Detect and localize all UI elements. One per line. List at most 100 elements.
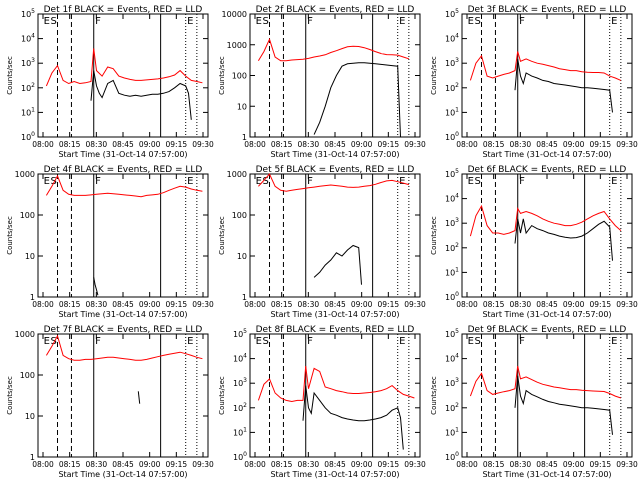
y-tick-label: 105	[233, 328, 247, 339]
y-axis-label: Counts/sec	[218, 216, 226, 255]
marker-label: E	[468, 176, 474, 187]
y-tick-label: 100	[445, 451, 459, 462]
lld-series-line	[257, 365, 415, 403]
x-tick-label: 09:30	[616, 300, 638, 309]
x-tick-label: 09:15	[590, 140, 612, 149]
detector-panel: Det 2f BLACK = Events, RED = LLD 1 10 100 10…	[218, 5, 426, 159]
y-axis-label: Counts/sec	[430, 376, 438, 415]
y-tick-label: 103	[445, 377, 459, 388]
y-tick-label: 1000	[15, 170, 35, 179]
x-tick-label: 08:30	[510, 140, 532, 149]
plot-frame	[249, 173, 421, 298]
y-tick-label: 100	[445, 131, 459, 142]
x-tick-label: 08:45	[324, 460, 346, 469]
x-tick-label: 08:30	[86, 460, 108, 469]
y-tick-label: 10	[25, 412, 35, 421]
x-tick-label: 08:00	[244, 460, 266, 469]
marker-label: E	[611, 16, 617, 27]
x-tick-label: 09:00	[139, 460, 161, 469]
marker-label: F	[307, 336, 313, 347]
marker-label: E	[256, 176, 262, 187]
marker-label: E	[187, 16, 193, 27]
x-tick-label: 08:00	[32, 460, 54, 469]
panel-title: Det 6f BLACK = Events, RED = LLD	[468, 165, 627, 175]
x-tick-label: 09:30	[404, 140, 426, 149]
x-tick-label: 09:00	[139, 140, 161, 149]
marker-label: F	[95, 176, 101, 187]
events-series-line	[313, 62, 401, 138]
y-tick-label: 100	[233, 451, 247, 462]
marker-label: E	[256, 336, 262, 347]
x-axis-label: Start Time (31-Oct-14 07:57:00)	[482, 470, 611, 479]
y-tick-label: 102	[445, 242, 459, 253]
marker-label: E	[399, 16, 405, 27]
x-tick-label: 08:45	[112, 300, 134, 309]
x-axis-label: Start Time (31-Oct-14 07:57:00)	[58, 150, 187, 159]
x-tick-label: 08:30	[510, 300, 532, 309]
y-tick-label: 1000	[227, 170, 247, 179]
y-axis-label: Counts/sec	[430, 56, 438, 95]
y-tick-label: 105	[21, 8, 35, 19]
y-tick-label: 104	[445, 33, 459, 44]
events-series-line	[514, 375, 613, 435]
events-series-line	[514, 58, 613, 113]
marker-label: E	[468, 16, 474, 27]
marker-label: F	[95, 16, 101, 27]
x-tick-label: 08:15	[271, 460, 293, 469]
y-tick-label: 104	[233, 353, 247, 364]
marker-label: S	[475, 176, 481, 187]
x-axis-label: Start Time (31-Oct-14 07:57:00)	[270, 470, 399, 479]
y-axis-label: Counts/sec	[430, 216, 438, 255]
y-tick-label: 101	[21, 106, 35, 117]
x-tick-label: 09:30	[616, 460, 638, 469]
y-tick-label: 104	[445, 353, 459, 364]
lld-series-line	[469, 365, 622, 399]
detector-panel: Det 1f BLACK = Events, RED = LLD 100 101 10…	[6, 5, 214, 159]
panel-title: Det 7f BLACK = Events, RED = LLD	[44, 325, 203, 335]
x-tick-label: 08:30	[298, 460, 320, 469]
marker-label: E	[256, 16, 262, 27]
x-tick-label: 09:15	[378, 460, 400, 469]
detector-panel: Det 7f BLACK = Events, RED = LLD 1 10 100 10…	[6, 325, 214, 479]
x-tick-label: 08:45	[112, 460, 134, 469]
events-series-line	[90, 70, 192, 120]
marker-label: E	[611, 336, 617, 347]
lld-series-line	[45, 334, 203, 361]
marker-label: F	[95, 336, 101, 347]
x-tick-label: 08:00	[456, 140, 478, 149]
marker-label: S	[263, 16, 269, 27]
y-tick-label: 100	[232, 211, 247, 220]
lld-series-line	[469, 51, 622, 81]
plot-frame	[249, 333, 421, 458]
x-tick-label: 08:30	[510, 460, 532, 469]
x-tick-label: 08:30	[298, 140, 320, 149]
y-tick-label: 10	[25, 252, 35, 261]
x-tick-label: 09:15	[590, 300, 612, 309]
y-axis-label: Counts/sec	[6, 216, 14, 255]
y-tick-label: 102	[445, 82, 459, 93]
x-tick-label: 09:15	[166, 300, 188, 309]
x-tick-label: 08:45	[536, 140, 558, 149]
x-tick-label: 08:00	[456, 300, 478, 309]
marker-label: S	[263, 176, 269, 187]
x-tick-label: 08:30	[86, 140, 108, 149]
panel-title: Det 4f BLACK = Events, RED = LLD	[44, 165, 203, 175]
x-tick-label: 08:15	[483, 140, 505, 149]
y-tick-label: 105	[445, 328, 459, 339]
marker-label: F	[519, 176, 525, 187]
y-tick-label: 1000	[227, 41, 247, 50]
x-tick-label: 08:00	[32, 300, 54, 309]
y-tick-label: 101	[233, 426, 247, 437]
marker-label: E	[187, 336, 193, 347]
x-tick-label: 09:00	[351, 140, 373, 149]
y-tick-label: 1000	[15, 330, 35, 339]
events-series-line	[514, 218, 613, 261]
x-axis-label: Start Time (31-Oct-14 07:57:00)	[270, 150, 399, 159]
x-axis-label: Start Time (31-Oct-14 07:57:00)	[58, 310, 187, 319]
plot-frame	[37, 13, 209, 138]
marker-label: S	[51, 16, 57, 27]
panel-title: Det 1f BLACK = Events, RED = LLD	[44, 5, 203, 15]
y-tick-label: 1	[242, 133, 247, 142]
x-tick-label: 08:00	[32, 140, 54, 149]
lld-series-line	[257, 37, 410, 62]
